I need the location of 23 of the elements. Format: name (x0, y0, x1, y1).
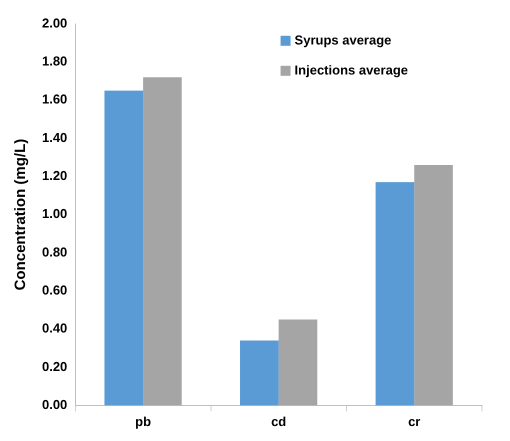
y-tick-label: 0.00 (42, 396, 68, 412)
bar (240, 340, 279, 406)
bar (278, 320, 318, 406)
y-tick-label: 0.80 (42, 244, 68, 260)
y-tick-label: 0.40 (42, 320, 68, 336)
y-axis-title: Concentration (mg/L) (12, 138, 30, 290)
bar (104, 90, 144, 406)
x-tick-label: pb (135, 414, 152, 429)
y-tick-label: 1.40 (42, 130, 68, 145)
bar (414, 164, 453, 406)
y-tick-label: 0.20 (42, 358, 68, 374)
y-tick-label: 1.00 (42, 206, 68, 222)
y-tick-label: 0.60 (42, 282, 68, 298)
y-tick-label: 1.20 (42, 168, 68, 184)
x-tick-label: cr (408, 414, 420, 429)
legend-label: Syrups average (294, 32, 392, 48)
bar (376, 182, 414, 406)
y-tick-label: 2.00 (42, 15, 68, 30)
y-tick-label: 1.60 (42, 92, 68, 107)
x-tick-label: cd (271, 414, 286, 429)
legend-label: Injections average (294, 62, 408, 78)
y-tick-label: 1.80 (42, 54, 68, 69)
bar (143, 77, 182, 406)
